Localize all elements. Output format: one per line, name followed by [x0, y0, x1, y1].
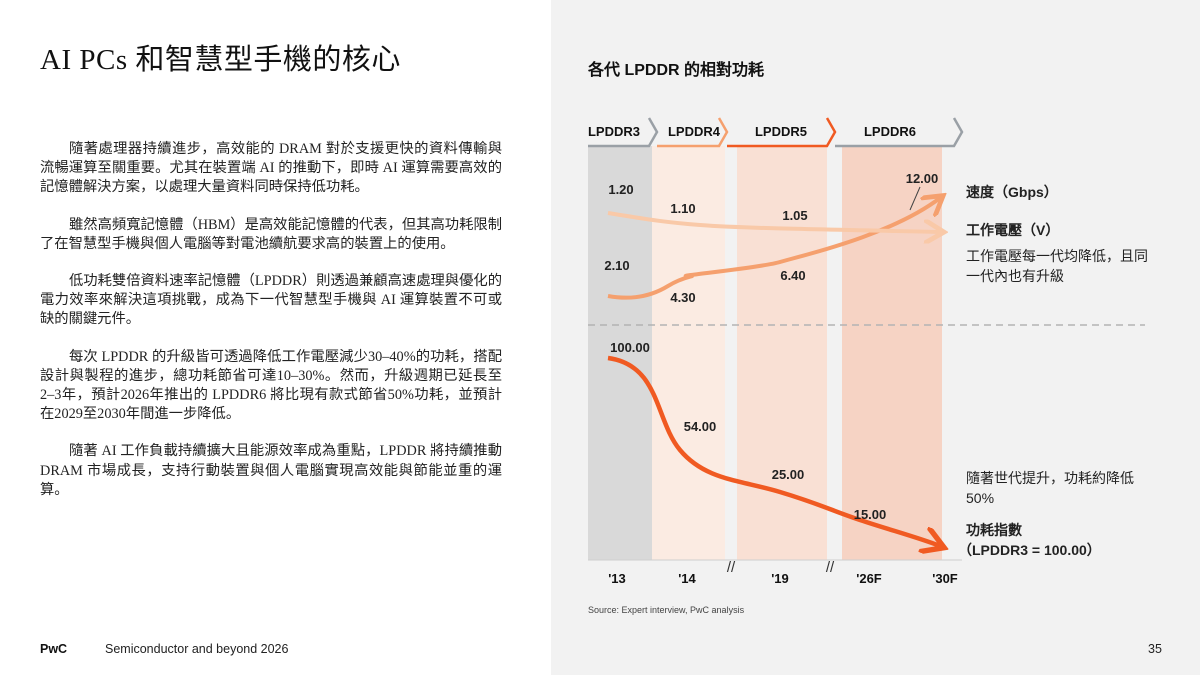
- x-tick-label: '26F: [856, 571, 882, 586]
- speed-legend-label: 速度（Gbps）: [966, 184, 1058, 200]
- page-title: AI PCs 和智慧型手機的核心: [40, 44, 401, 76]
- voltage-legend-label: 工作電壓（V）: [966, 222, 1060, 238]
- axis-break-mark: //: [727, 559, 736, 576]
- paragraph: 每次 LPDDR 的升級皆可透過降低工作電壓減少30–40%的功耗，搭配設計與製…: [40, 348, 502, 423]
- x-tick-label: '13: [608, 571, 626, 586]
- axis-break-mark: //: [826, 559, 835, 576]
- power-index-label: 功耗指數: [966, 522, 1022, 538]
- label-leader-line: [909, 186, 921, 211]
- speed-data-label: 12.00: [906, 171, 939, 186]
- voltage-data-label: 1.20: [608, 182, 633, 197]
- power-data-label: 15.00: [854, 507, 887, 522]
- power-index-definition: （LPDDR3 = 100.00）: [958, 542, 1101, 558]
- generation-band-1: [652, 146, 725, 560]
- voltage-series-line: [607, 211, 940, 232]
- generation-label: LPDDR6: [864, 124, 916, 139]
- paragraph: 隨著 AI 工作負載持續擴大且能源效率成為重點，LPDDR 將持續推動 DRAM…: [40, 443, 502, 498]
- generation-label: LPDDR4: [668, 124, 721, 139]
- voltage-data-label: 1.10: [670, 201, 695, 216]
- speed-series-line: [607, 198, 940, 300]
- generation-header-arrow-3: [835, 117, 964, 148]
- speed-data-label: 2.10: [604, 258, 629, 273]
- generation-label: LPDDR5: [755, 124, 807, 139]
- generation-header-arrow-2: [727, 117, 837, 148]
- footer-brand: PwC: [40, 642, 68, 656]
- paragraph: 隨著處理器持續進步，高效能的 DRAM 對於支援更快的資料傳輸與流暢運算至關重要…: [40, 141, 502, 196]
- power-data-label: 100.00: [610, 340, 650, 355]
- voltage-data-label: 1.05: [782, 208, 807, 223]
- chart-title: 各代 LPDDR 的相對功耗: [588, 62, 765, 79]
- speed-data-label: 4.30: [670, 290, 695, 305]
- paragraph: 低功耗雙倍資料速率記憶體（LPDDR）則透過兼顧高速處理與優化的電力效率來解決這…: [40, 273, 502, 328]
- voltage-note: 工作電壓每一代均降低，且同一代內也有升級: [966, 248, 1148, 284]
- chart-source: Source: Expert interview, PwC analysis: [588, 605, 745, 615]
- power-series-line: [607, 355, 940, 546]
- page-number: 35: [1148, 642, 1162, 656]
- speed-data-label: 6.40: [780, 268, 805, 283]
- x-tick-label: '19: [771, 571, 789, 586]
- body-text: 隨著處理器持續進步，高效能的 DRAM 對於支援更快的資料傳輸與流暢運算至關重要…: [40, 140, 502, 518]
- x-tick-label: '14: [678, 571, 696, 586]
- generation-header-arrow-1: [657, 117, 729, 148]
- power-data-label: 25.00: [772, 467, 805, 482]
- paragraph: 雖然高頻寬記憶體（HBM）是高效能記憶體的代表，但其高功耗限制了在智慧型手機與個…: [40, 216, 502, 252]
- power-data-label: 54.00: [684, 419, 717, 434]
- footer-text: Semiconductor and beyond 2026: [105, 642, 289, 656]
- power-note: 隨著世代提升，功耗約降低50%: [966, 470, 1134, 506]
- generation-label: LPDDR3: [588, 124, 640, 139]
- generation-header-arrow-0: [588, 117, 659, 148]
- x-tick-label: '30F: [932, 571, 958, 586]
